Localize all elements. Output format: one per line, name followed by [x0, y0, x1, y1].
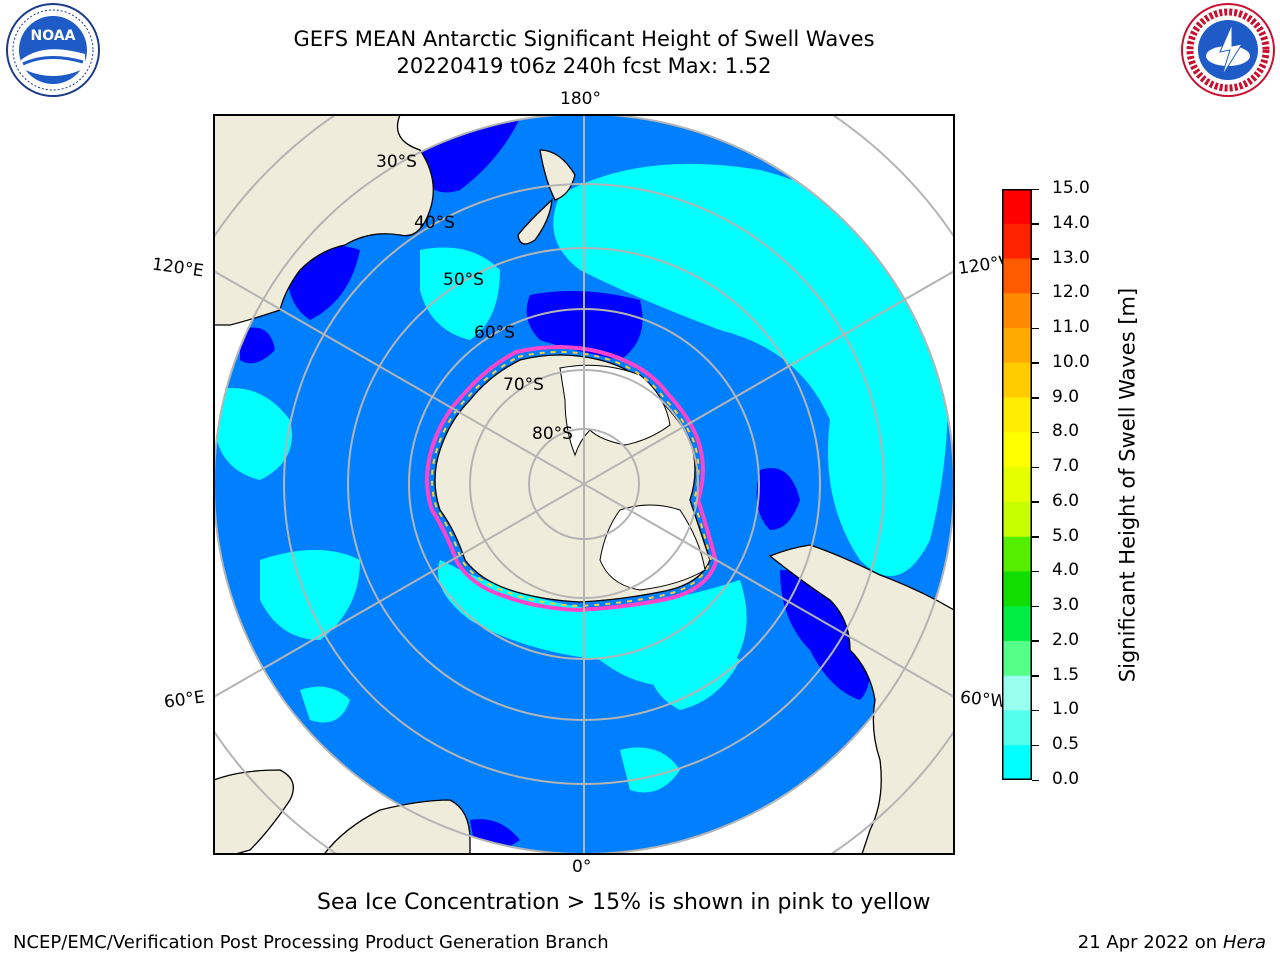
sea-ice-edge	[425, 345, 719, 613]
colorbar-tick-mark	[1032, 709, 1039, 712]
footer-date: 21 Apr 2022 on Hera	[1078, 932, 1266, 953]
lat-label-40s: 40°S	[414, 213, 455, 233]
colorbar-segment	[1002, 640, 1032, 677]
colorbar-tick-mark	[1032, 570, 1039, 573]
colorbar-tick-mark	[1032, 779, 1039, 781]
colorbar-tick-mark	[1032, 431, 1039, 434]
noaa-logo: NOAA	[6, 3, 100, 97]
ice-shelf	[559, 364, 706, 591]
footer-organization: NCEP/EMC/Verification Post Processing Pr…	[13, 932, 609, 953]
colorbar-segment	[1002, 501, 1032, 538]
colorbar-segment	[1002, 328, 1032, 364]
colorbar-tick-label: 0.0	[1052, 769, 1080, 789]
colorbar-segment	[1002, 397, 1032, 433]
sea-ice-note: Sea Ice Concentration > 15% is shown in …	[317, 890, 931, 915]
colorbar-segment	[1002, 258, 1032, 294]
colorbar-segment	[1002, 362, 1032, 399]
footer-machine: Hera	[1222, 932, 1266, 953]
colorbar-tick-label: 5.0	[1052, 525, 1080, 546]
lat-label-60s: 60°S	[474, 323, 515, 343]
chart-subtitle: 20220419 t06z 240h fcst Max: 1.52	[396, 54, 772, 78]
svg-text:NOAA: NOAA	[31, 28, 76, 44]
colorbar-tick-label: 11.0	[1052, 317, 1090, 338]
colorbar-tick-label: 4.0	[1052, 560, 1080, 581]
lon-label-180: 180°	[560, 89, 601, 109]
colorbar-tick-label: 8.0	[1052, 421, 1080, 442]
colorbar-tick-mark	[1032, 327, 1039, 330]
colorbar-tick-label: 9.0	[1052, 386, 1080, 407]
nws-logo	[1181, 3, 1275, 97]
colorbar-segment	[1002, 745, 1032, 780]
colorbar-tick-mark	[1032, 466, 1039, 469]
lon-label-0: 0°	[572, 857, 592, 877]
colorbar-tick-label: 10.0	[1052, 351, 1090, 372]
colorbar-tick-label: 13.0	[1052, 247, 1090, 268]
colorbar-tick-label: 0.5	[1052, 734, 1080, 755]
colorbar-tick-mark	[1032, 675, 1039, 677]
lat-label-50s: 50°S	[443, 270, 484, 290]
colorbar-segment	[1002, 571, 1032, 607]
colorbar-tick-mark	[1032, 397, 1039, 399]
colorbar-segment	[1002, 606, 1032, 642]
lat-label-30s: 30°S	[376, 152, 417, 172]
colorbar-tick-mark	[1032, 188, 1039, 190]
map-frame	[213, 114, 955, 855]
colorbar-tick-label: 7.0	[1052, 456, 1080, 477]
graticule	[214, 115, 954, 854]
colorbar-segment	[1002, 189, 1032, 225]
colorbar-tick-label: 6.0	[1052, 490, 1080, 511]
colorbar	[1002, 189, 1032, 780]
colorbar-segment	[1002, 293, 1032, 329]
colorbar-tick-label: 1.0	[1052, 699, 1080, 720]
colorbar-tick-mark	[1032, 223, 1039, 225]
colorbar-tick-label: 12.0	[1052, 282, 1090, 303]
colorbar-tick-mark	[1032, 605, 1039, 608]
colorbar-segment	[1002, 467, 1032, 503]
colorbar-segment	[1002, 710, 1032, 746]
colorbar-tick-label: 14.0	[1052, 212, 1090, 233]
lat-label-80s: 80°S	[532, 424, 573, 444]
colorbar-segment	[1002, 675, 1032, 711]
lat-label-70s: 70°S	[503, 375, 544, 395]
colorbar-tick-label: 3.0	[1052, 595, 1080, 616]
colorbar-tick-mark	[1032, 640, 1039, 642]
colorbar-tick-mark	[1032, 362, 1039, 364]
colorbar-tick-mark	[1032, 258, 1039, 260]
colorbar-segment	[1002, 536, 1032, 572]
colorbar-tick-label: 1.5	[1052, 664, 1080, 685]
colorbar-tick-label: 15.0	[1052, 178, 1090, 198]
colorbar-segment	[1002, 432, 1032, 468]
colorbar-tick-mark	[1032, 744, 1039, 747]
colorbar-tick-mark	[1032, 536, 1039, 538]
chart-title: GEFS MEAN Antarctic Significant Height o…	[293, 27, 875, 51]
colorbar-tick-label: 2.0	[1052, 629, 1080, 650]
footer-date-text: 21 Apr 2022 on	[1077, 932, 1223, 953]
colorbar-tick-mark	[1032, 501, 1039, 503]
colorbar-segment	[1002, 223, 1032, 260]
colorbar-tick-mark	[1032, 292, 1039, 295]
colorbar-label: Significant Height of Swell Waves [m]	[1115, 287, 1140, 683]
